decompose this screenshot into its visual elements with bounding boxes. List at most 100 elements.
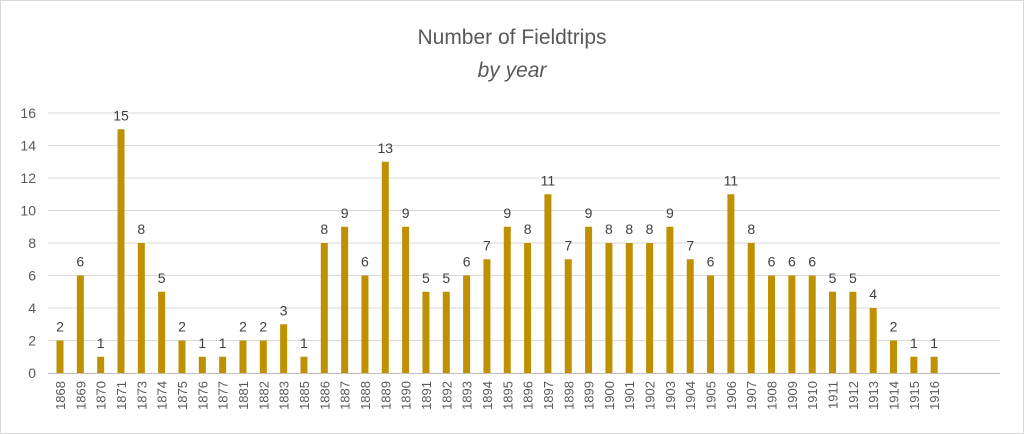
- bar: [564, 259, 572, 373]
- data-label: 2: [890, 319, 898, 335]
- bar: [788, 275, 796, 373]
- bar: [727, 194, 735, 373]
- bar: [381, 161, 389, 373]
- bar: [768, 275, 776, 373]
- y-tick-label: 14: [20, 138, 36, 154]
- x-tick-label: 1899: [582, 381, 597, 410]
- x-tick-label: 1869: [73, 381, 88, 410]
- data-label: 9: [402, 205, 410, 221]
- data-label: 2: [259, 319, 267, 335]
- x-tick-label: 1908: [765, 381, 780, 410]
- data-label: 11: [724, 172, 739, 188]
- data-label: 3: [280, 302, 288, 318]
- x-tick-label: 1898: [561, 381, 576, 410]
- bar: [890, 340, 898, 373]
- bar: [178, 340, 186, 373]
- bar: [503, 226, 511, 373]
- bar: [849, 291, 857, 373]
- x-tick-label: 1916: [927, 381, 942, 410]
- x-tick-label: 1911: [826, 381, 841, 409]
- bar: [707, 275, 715, 373]
- bars: [56, 129, 938, 373]
- bar: [829, 291, 837, 373]
- data-label: 5: [158, 270, 166, 286]
- data-label: 8: [137, 221, 145, 237]
- x-tick-label: 1901: [622, 381, 637, 410]
- data-label: 1: [930, 335, 938, 351]
- x-tick-label: 1874: [155, 381, 170, 410]
- x-tick-label: 1887: [338, 381, 353, 410]
- bar: [341, 226, 349, 373]
- bar: [524, 243, 532, 373]
- data-label: 2: [178, 319, 186, 335]
- x-tick-label: 1902: [643, 381, 658, 410]
- x-tick-label: 1888: [358, 381, 373, 410]
- data-label: 11: [541, 172, 556, 188]
- x-tick-label: 1909: [785, 381, 800, 410]
- bar: [219, 356, 227, 373]
- data-label: 6: [463, 254, 471, 270]
- x-tick-label: 1889: [378, 381, 393, 410]
- x-tick-label: 1886: [317, 381, 332, 410]
- data-label: 9: [666, 205, 674, 221]
- x-tick-label: 1894: [480, 381, 495, 410]
- bar: [259, 340, 267, 373]
- y-tick-label: 4: [28, 300, 36, 316]
- x-tick-label: 1881: [236, 381, 251, 410]
- x-tick-label: 1897: [541, 381, 556, 410]
- data-label: 1: [910, 335, 918, 351]
- y-tick-label: 10: [20, 203, 36, 219]
- bar: [158, 291, 166, 373]
- y-tick-label: 0: [28, 365, 36, 381]
- bar: [747, 243, 755, 373]
- data-label: 1: [198, 335, 206, 351]
- data-label: 4: [869, 286, 877, 302]
- data-label: 6: [808, 254, 816, 270]
- y-tick-label: 12: [20, 170, 36, 186]
- data-label: 9: [341, 205, 349, 221]
- data-label: 15: [113, 107, 129, 123]
- bar: [625, 243, 633, 373]
- bar: [686, 259, 694, 373]
- x-tick-label: 1905: [704, 381, 719, 410]
- x-tick-label: 1912: [846, 381, 861, 410]
- data-label: 1: [97, 335, 105, 351]
- x-tick-label: 1913: [866, 381, 881, 410]
- x-tick-label: 1892: [439, 381, 454, 410]
- bar: [910, 356, 918, 373]
- bar: [117, 129, 125, 373]
- x-tick-label: 1896: [521, 381, 536, 410]
- data-label: 9: [503, 205, 511, 221]
- data-label: 6: [707, 254, 715, 270]
- bar: [463, 275, 471, 373]
- data-label: 8: [524, 221, 532, 237]
- chart-title: Number of Fieldtrips: [417, 26, 607, 49]
- bar: [97, 356, 105, 373]
- x-tick-label: 1914: [887, 381, 902, 410]
- data-label: 7: [564, 237, 572, 253]
- data-label: 2: [56, 319, 64, 335]
- bar: [483, 259, 491, 373]
- x-tick-label: 1868: [53, 381, 68, 410]
- x-tick-label: 1877: [216, 381, 231, 410]
- bar: [320, 243, 328, 373]
- x-tick-label: 1871: [114, 381, 129, 410]
- bar: [605, 243, 613, 373]
- data-label: 1: [300, 335, 308, 351]
- y-tick-label: 16: [20, 105, 36, 121]
- y-tick-label: 6: [28, 268, 36, 284]
- x-axis-ticks: 1868 1869 1870 1871 1873 1874 1875 1876 1877 1881…: [53, 381, 942, 410]
- bar: [402, 226, 410, 373]
- gridlines: [48, 112, 1000, 374]
- x-tick-label: 1907: [744, 381, 759, 410]
- data-label: 5: [829, 270, 837, 286]
- chart-subtitle: by year: [477, 59, 547, 82]
- bar: [422, 291, 430, 373]
- x-tick-label: 1906: [724, 381, 739, 410]
- data-label: 6: [788, 254, 796, 270]
- x-tick-label: 1883: [277, 381, 292, 410]
- y-axis-ticks: 0 2 4 6 8 10 12 14 16: [20, 105, 36, 381]
- data-label: 6: [76, 254, 84, 270]
- bar: [666, 226, 674, 373]
- data-label: 5: [442, 270, 450, 286]
